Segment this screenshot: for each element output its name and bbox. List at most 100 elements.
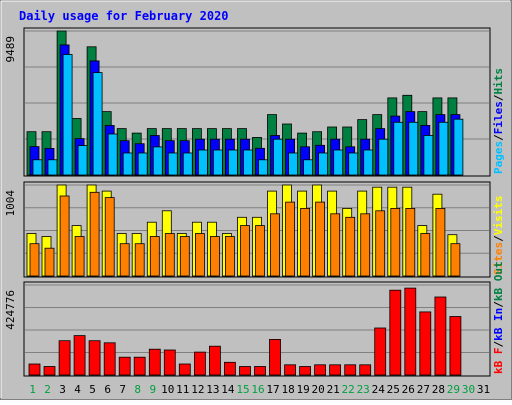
bar-kbytes-kb-f-day-28	[434, 296, 447, 376]
bar-hits-pages-day-25	[393, 121, 404, 176]
panel-visits-legend: Sites/Visits	[492, 196, 505, 276]
panel-kbytes-legend: kB F/kB In/kB Out	[492, 261, 505, 374]
x-tick-label-day-21: 21	[327, 383, 340, 396]
legend-separator: /	[492, 94, 505, 101]
x-tick-label-day-9: 9	[149, 383, 156, 396]
bar-kbytes-kb-f-day-25	[389, 289, 402, 376]
bar-hits-pages-day-18	[288, 152, 299, 176]
bar-hits-pages-day-15	[243, 149, 253, 176]
x-tick-label-day-24: 24	[372, 383, 386, 396]
bar-hits-pages-day-1	[32, 159, 43, 176]
x-tick-label-day-7: 7	[119, 383, 126, 396]
bar-kbytes-kb-f-day-13	[208, 345, 221, 376]
bar-kbytes-kb-f-day-27	[419, 311, 432, 376]
bar-visits-sites-day-5	[89, 191, 100, 277]
bar-visits-sites-day-26	[405, 207, 416, 277]
legend-item-kb-out: kB Out	[492, 261, 505, 301]
bar-hits-pages-day-5	[92, 72, 103, 176]
x-tick-label-day-10: 10	[161, 383, 174, 396]
panel-visits-legend-text: Sites/Visits	[492, 196, 505, 276]
legend-item-kb-f: kB F	[492, 348, 505, 375]
bar-visits-sites-day-4	[74, 236, 85, 277]
legend-separator: /	[492, 301, 505, 308]
bar-visits-sites-day-11	[179, 236, 190, 277]
chart-title: Daily usage for February 2020	[19, 9, 229, 23]
panel-hits-max-label: 9489	[4, 36, 17, 63]
x-tick-label-day-31: 31	[477, 383, 490, 396]
panel-visits-max-label: 1004	[4, 190, 17, 217]
x-tick-label-day-17: 17	[266, 383, 279, 396]
legend-separator: /	[492, 134, 505, 141]
bar-visits-sites-day-18	[285, 201, 296, 277]
bar-visits-sites-day-25	[390, 207, 401, 277]
bar-hits-pages-day-21	[333, 149, 344, 176]
x-tick-label-day-12: 12	[191, 383, 204, 396]
panel-kbytes-legend-text: kB F/kB In/kB Out	[492, 261, 505, 374]
bar-visits-sites-day-13	[209, 236, 220, 277]
bar-visits-sites-day-8	[134, 243, 145, 277]
x-tick-label-day-6: 6	[104, 383, 111, 396]
bar-hits-pages-day-4	[77, 145, 88, 176]
x-tick-label-day-5: 5	[89, 383, 96, 396]
panel-kbytes-max-label: 424776	[4, 290, 17, 330]
bar-visits-sites-day-27	[420, 233, 431, 277]
bar-visits-sites-day-17	[270, 213, 280, 277]
x-tick-label-day-25: 25	[387, 383, 400, 396]
bar-kbytes-kb-f-day-22	[344, 364, 357, 376]
bar-visits-sites-day-2	[44, 247, 55, 277]
bar-hits-pages-day-24	[378, 138, 389, 176]
x-tick-label-day-23: 23	[357, 383, 370, 396]
bar-visits-sites-day-14	[224, 236, 235, 277]
bar-visits-sites-day-23	[360, 213, 371, 277]
bar-visits-sites-day-28	[435, 207, 446, 277]
bar-kbytes-kb-f-day-12	[193, 351, 206, 376]
legend-item-visits: Visits	[492, 196, 505, 236]
x-tick-label-day-29: 29	[447, 383, 460, 396]
bar-hits-pages-day-28	[438, 121, 449, 176]
x-tick-label-day-14: 14	[221, 383, 235, 396]
x-axis: 1 2 3 4 5 6 7 8 9 10 11 12 13 14 15 16 17 18 19 20 21 22 23 24 2…	[29, 383, 490, 396]
bar-hits-pages-day-8	[137, 152, 148, 176]
bar-kbytes-kb-f-day-6	[103, 342, 116, 376]
legend-item-files: Files	[492, 101, 505, 134]
panel-hits-legend-text: Pages/Files/Hits	[492, 68, 505, 174]
x-tick-label-day-4: 4	[74, 383, 81, 396]
bar-kbytes-kb-f-day-8	[133, 356, 146, 376]
x-tick-label-day-22: 22	[342, 383, 355, 396]
bar-hits-pages-day-11	[182, 152, 193, 176]
x-tick-label-day-20: 20	[311, 383, 324, 396]
bar-visits-sites-day-3	[59, 195, 70, 277]
x-tick-label-day-8: 8	[134, 383, 141, 396]
bar-kbytes-kb-f-day-29	[449, 316, 462, 376]
x-tick-label-day-28: 28	[432, 383, 445, 396]
bar-kbytes-kb-f-day-23	[359, 364, 372, 376]
x-tick-label-day-2: 2	[44, 383, 51, 396]
bar-hits-pages-day-19	[303, 159, 314, 176]
bar-kbytes-kb-f-day-10	[163, 349, 176, 376]
x-tick-label-day-26: 26	[402, 383, 415, 396]
bar-hits-pages-day-16	[258, 159, 268, 176]
bar-kbytes-kb-f-day-24	[374, 327, 387, 376]
x-tick-label-day-13: 13	[206, 383, 219, 396]
legend-separator: /	[492, 235, 505, 242]
bar-kbytes-kb-f-day-9	[148, 348, 161, 376]
bar-kbytes-kb-f-day-26	[404, 287, 417, 376]
bar-kbytes-kb-f-day-17	[269, 338, 281, 376]
bar-kbytes-kb-f-day-1	[28, 363, 41, 376]
bar-hits-pages-day-10	[167, 152, 178, 176]
bar-visits-sites-day-1	[29, 243, 40, 277]
x-tick-label-day-1: 1	[29, 383, 36, 396]
bar-hits-pages-day-23	[363, 149, 374, 176]
bar-visits-sites-day-9	[149, 236, 160, 277]
legend-item-pages: Pages	[492, 141, 505, 174]
bar-hits-pages-day-7	[122, 152, 133, 176]
bar-visits-sites-day-22	[345, 216, 356, 277]
bar-hits-pages-day-17	[273, 138, 283, 176]
bar-kbytes-kb-f-day-2	[43, 366, 56, 376]
legend-item-hits: Hits	[492, 68, 505, 95]
bar-visits-sites-day-12	[194, 233, 205, 277]
x-tick-label-day-27: 27	[417, 383, 430, 396]
